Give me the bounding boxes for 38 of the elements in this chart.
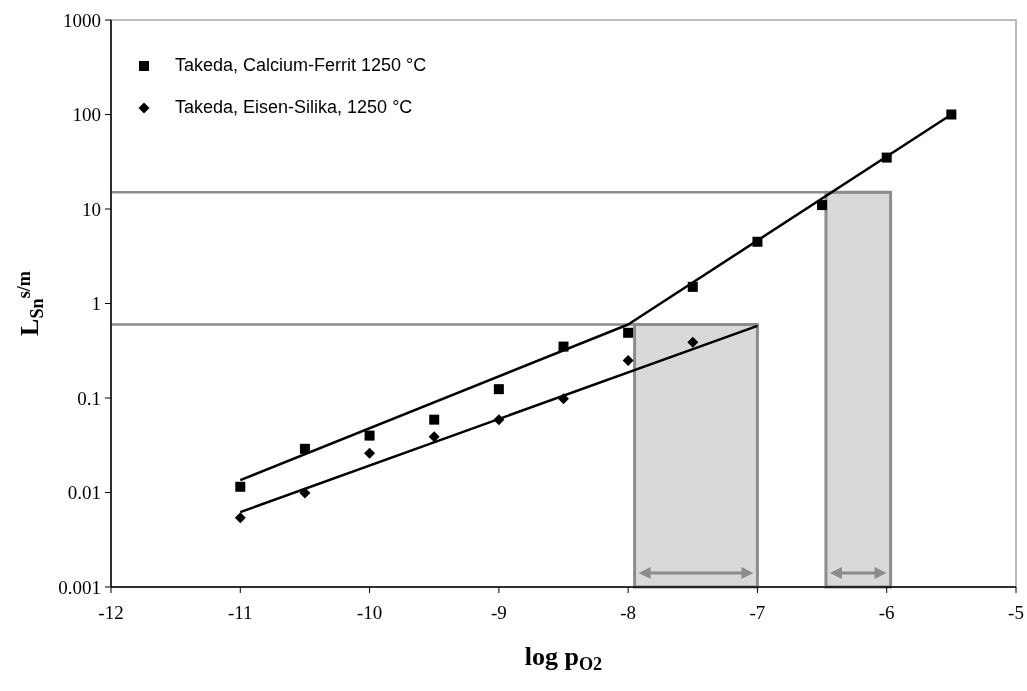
point bbox=[493, 414, 505, 426]
y-tick-label: 100 bbox=[72, 104, 101, 126]
point bbox=[687, 281, 698, 292]
point bbox=[364, 447, 376, 459]
x-tick-label: -8 bbox=[620, 602, 637, 623]
x-tick-label: -12 bbox=[98, 602, 124, 623]
point bbox=[493, 384, 504, 395]
legend-label: Takeda, Eisen-Silika, 1250 °C bbox=[175, 97, 413, 117]
x-tick-label: -7 bbox=[749, 602, 766, 623]
y-tick-label: 10 bbox=[82, 198, 101, 220]
point bbox=[429, 414, 440, 425]
point bbox=[428, 431, 440, 443]
point bbox=[817, 200, 828, 211]
y-tick-label: 0.001 bbox=[58, 576, 101, 598]
point bbox=[364, 430, 375, 441]
legend-label: Takeda, Calcium-Ferrit 1250 °C bbox=[175, 55, 427, 75]
point bbox=[558, 393, 569, 405]
x-tick-label: -11 bbox=[227, 602, 253, 623]
point bbox=[622, 354, 634, 366]
point bbox=[881, 152, 892, 163]
x-axis-title: log p$_{O2}$ bbox=[524, 642, 603, 674]
y-tick-label: 1000 bbox=[63, 9, 101, 31]
x-tick-label: -5 bbox=[1008, 602, 1024, 623]
x-tick-label: -9 bbox=[490, 602, 507, 623]
y-tick-label: 0.1 bbox=[77, 387, 101, 409]
point bbox=[558, 341, 569, 352]
x-tick-label: -10 bbox=[356, 602, 383, 623]
point bbox=[299, 487, 311, 499]
point bbox=[234, 512, 246, 524]
y-tick-label: 1 bbox=[91, 293, 101, 315]
point bbox=[623, 327, 634, 338]
point bbox=[946, 109, 957, 120]
point bbox=[235, 481, 246, 492]
x-tick-label: -6 bbox=[878, 602, 895, 623]
y-tick-label: 0.01 bbox=[67, 482, 101, 504]
point bbox=[299, 443, 310, 454]
point bbox=[687, 336, 699, 348]
point bbox=[752, 236, 763, 247]
